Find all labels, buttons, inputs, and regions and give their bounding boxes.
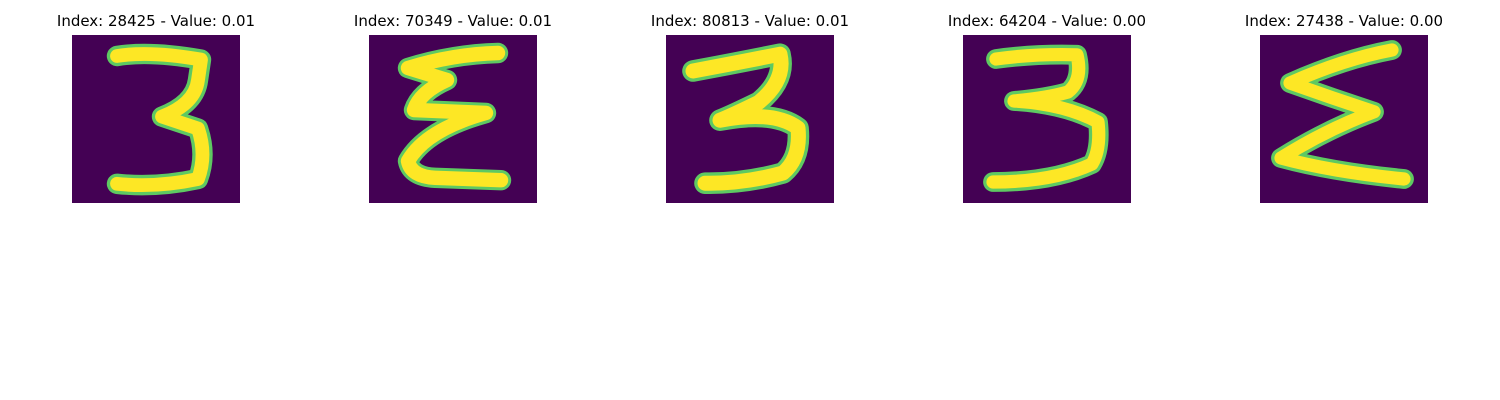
image-panel-2: Index: 70349 - Value: 0.01 bbox=[323, 0, 583, 210]
panel-title-1: Index: 28425 - Value: 0.01 bbox=[56, 12, 256, 30]
image-panel-1: Index: 28425 - Value: 0.01 bbox=[26, 0, 286, 210]
image-panel-4: Index: 64204 - Value: 0.00 bbox=[917, 0, 1177, 210]
image-panel-3: Index: 80813 - Value: 0.01 bbox=[620, 0, 880, 210]
panel-title-5: Index: 27438 - Value: 0.00 bbox=[1244, 12, 1444, 30]
image-panel-5: Index: 27438 - Value: 0.00 bbox=[1214, 0, 1474, 210]
panel-title-3: Index: 80813 - Value: 0.01 bbox=[650, 12, 850, 30]
digit-image-5 bbox=[1260, 35, 1428, 203]
digit-image-2 bbox=[369, 35, 537, 203]
panel-title-4: Index: 64204 - Value: 0.00 bbox=[947, 12, 1147, 30]
digit-image-3 bbox=[666, 35, 834, 203]
panel-title-2: Index: 70349 - Value: 0.01 bbox=[353, 12, 553, 30]
digit-image-4 bbox=[963, 35, 1131, 203]
digit-image-1 bbox=[72, 35, 240, 203]
